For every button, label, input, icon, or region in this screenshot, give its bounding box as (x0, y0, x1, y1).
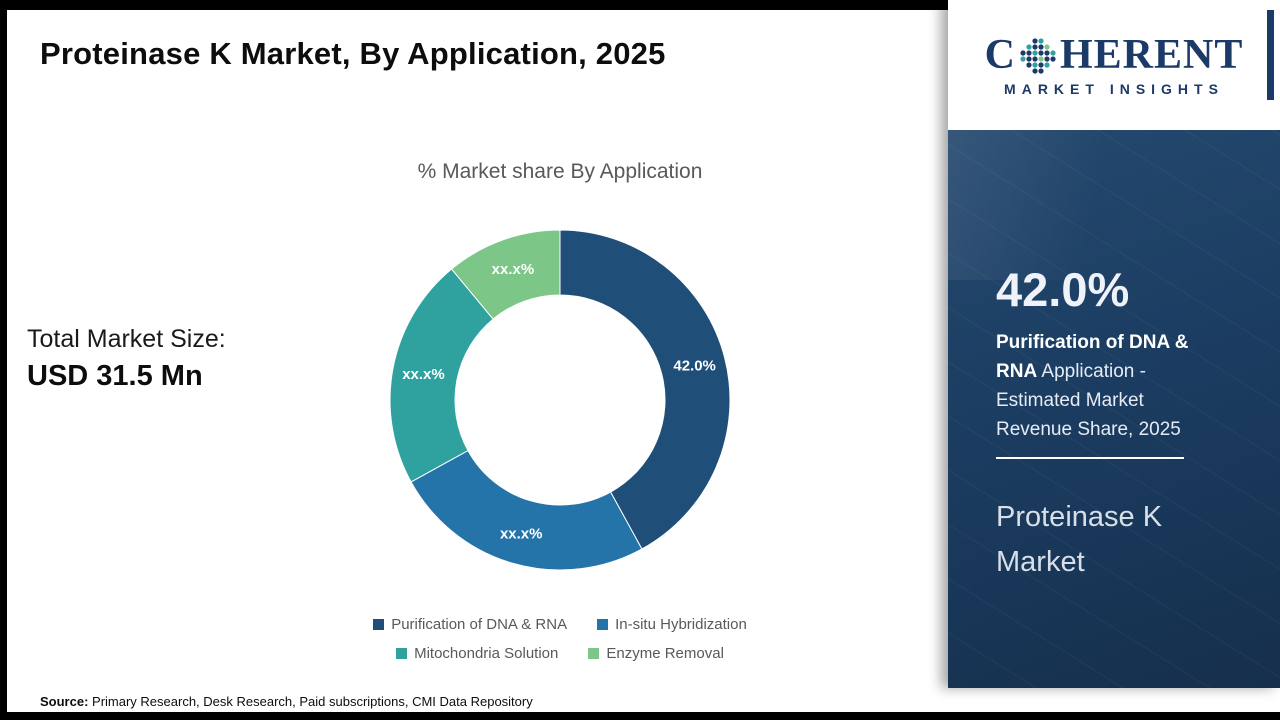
chart-legend: Purification of DNA & RNA In-situ Hybrid… (240, 616, 880, 674)
source-label: Source: (40, 694, 89, 709)
legend-item: Purification of DNA & RNA (373, 616, 567, 633)
highlight-stat-rest: Application - Estimated Market Revenue S… (996, 361, 1181, 440)
donut-segment-label-0: 42.0% (673, 357, 716, 374)
donut-segment-label-1: xx.x% (500, 525, 543, 542)
donut-segment-label-3: xx.x% (492, 261, 535, 278)
source-note: Source: Primary Research, Desk Research,… (40, 694, 533, 709)
panel-divider-line (996, 457, 1184, 459)
logo-accent-bar (1267, 10, 1274, 100)
donut-segment-0 (559, 229, 731, 550)
donut-chart: 42.0% xx.x% xx.x% xx.x% (389, 229, 731, 571)
legend-swatch-insitu (597, 619, 609, 630)
logo-subtitle: MARKET INSIGHTS (1004, 80, 1224, 97)
right-sidebar: C HERENT MARKET INSIGHTS 42.0% (948, 0, 1280, 688)
total-market-size-value: USD 31.5 Mn (27, 360, 203, 392)
legend-label: In-situ Hybridization (615, 616, 747, 633)
left-border-bar (0, 0, 7, 712)
legend-swatch-mitochondria (396, 648, 408, 659)
highlight-stat-bold: Purification of DNA & RNA (996, 332, 1189, 382)
legend-label: Mitochondria Solution (414, 645, 559, 662)
legend-item: Enzyme Removal (588, 645, 724, 662)
legend-label: Purification of DNA & RNA (391, 616, 568, 633)
logo-letter-c: C (984, 31, 1016, 78)
donut-segment-1 (410, 449, 643, 571)
top-border-bar (0, 0, 948, 10)
legend-label: Enzyme Removal (606, 645, 724, 662)
logo-wordmark: C HERENT (985, 34, 1244, 76)
brand-logo: C HERENT MARKET INSIGHTS (948, 0, 1280, 130)
donut-segment-3 (450, 229, 561, 320)
logo-letters-herent: HERENT (1059, 31, 1244, 78)
page-title: Proteinase K Market, By Application, 202… (40, 36, 666, 71)
highlight-stat-description: Purification of DNA & RNA Application - … (996, 328, 1220, 444)
bottom-border-bar (0, 712, 1280, 720)
total-market-size-label: Total Market Size: (27, 325, 226, 353)
chart-title: % Market share By Application (417, 160, 703, 183)
donut-segment-label-2: xx.x% (402, 366, 445, 383)
panel-report-title: Proteinase K Market (996, 501, 1163, 578)
source-text: Primary Research, Desk Research, Paid su… (88, 694, 533, 709)
legend-swatch-enzyme (588, 648, 600, 659)
legend-item: In-situ Hybridization (597, 616, 747, 633)
donut-segment-2 (389, 268, 494, 483)
legend-swatch-purification (373, 619, 385, 630)
legend-item: Mitochondria Solution (396, 645, 558, 662)
highlight-panel: 42.0% Purification of DNA & RNA Applicat… (948, 130, 1280, 688)
dot-globe-icon (1020, 37, 1056, 74)
highlight-stat-value: 42.0% (996, 263, 1130, 316)
